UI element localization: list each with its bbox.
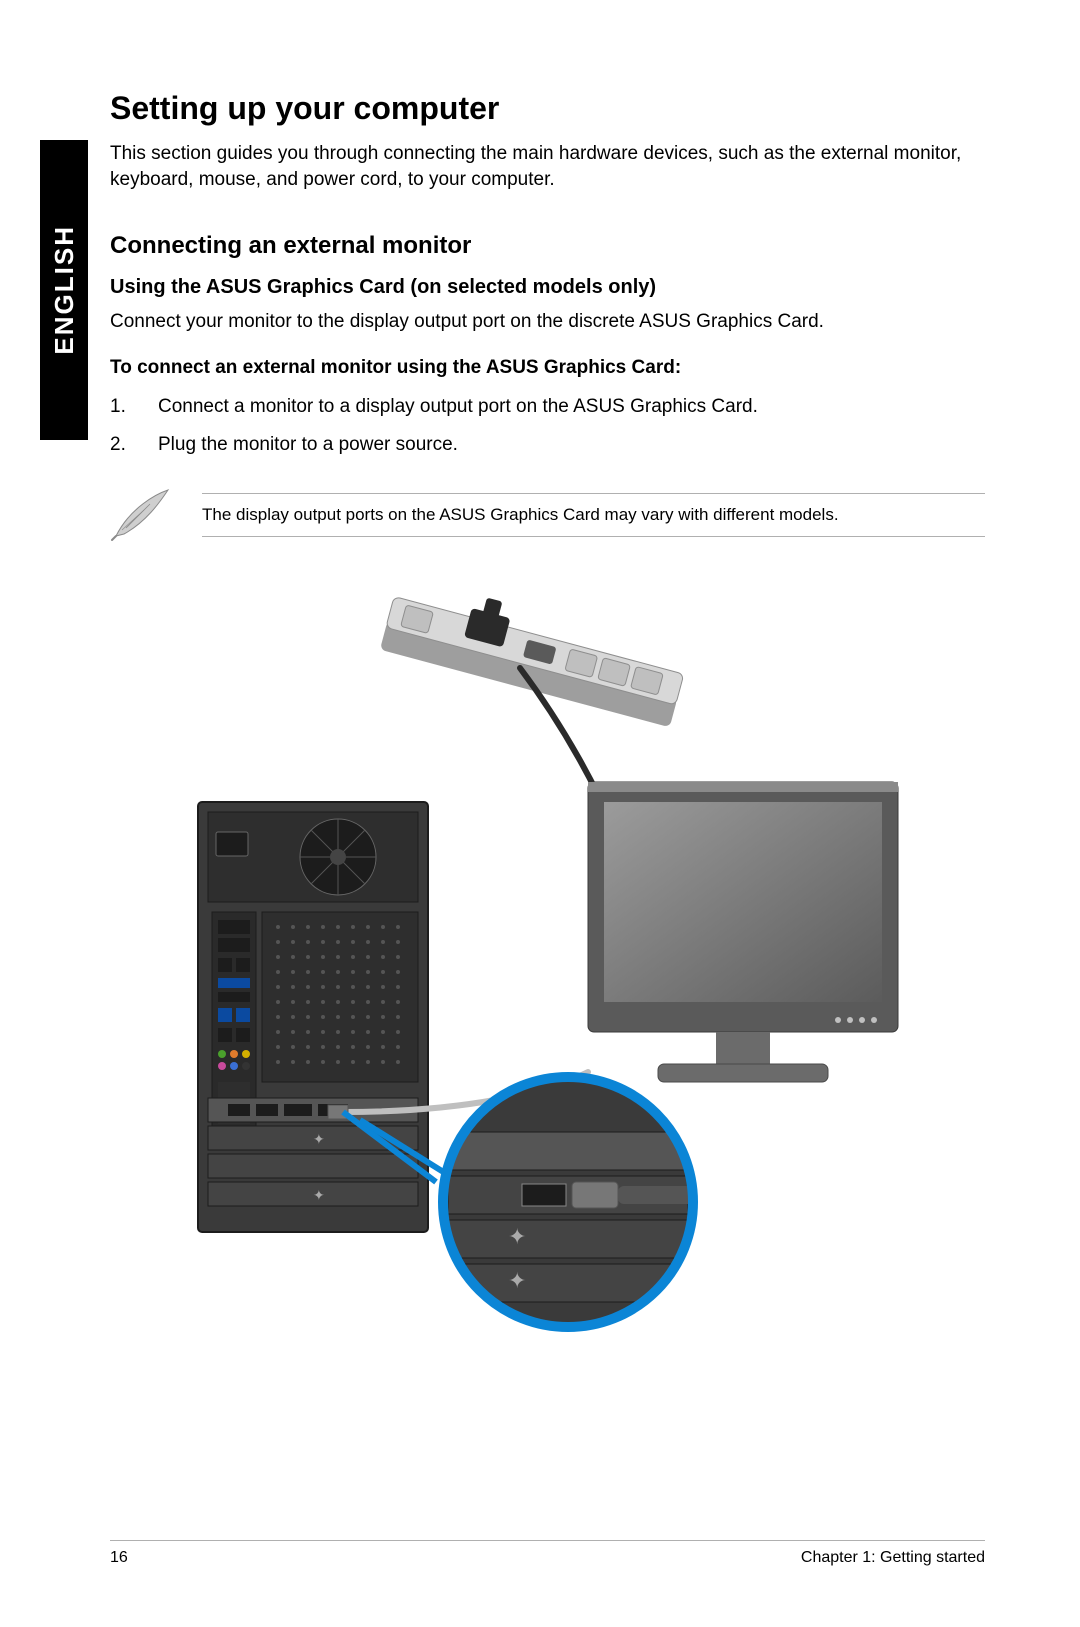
chapter-label: Chapter 1: Getting started bbox=[801, 1549, 985, 1567]
language-tab: ENGLISH bbox=[40, 140, 88, 440]
steps-list: Connect a monitor to a display output po… bbox=[110, 393, 985, 460]
svg-text:✦: ✦ bbox=[508, 1268, 526, 1293]
intro-text: This section guides you through connecti… bbox=[110, 141, 985, 192]
svg-text:✦: ✦ bbox=[313, 1131, 325, 1147]
page-title: Setting up your computer bbox=[110, 90, 985, 127]
note-block: The display output ports on the ASUS Gra… bbox=[110, 488, 985, 542]
page-footer: 16 Chapter 1: Getting started bbox=[110, 1540, 985, 1567]
language-tab-label: ENGLISH bbox=[49, 225, 80, 355]
procedure-heading: To connect an external monitor using the… bbox=[110, 357, 985, 379]
note-text: The display output ports on the ASUS Gra… bbox=[202, 493, 985, 537]
connection-illustration: ✦ ✦ bbox=[168, 572, 928, 1332]
svg-text:✦: ✦ bbox=[508, 1224, 526, 1249]
page-number: 16 bbox=[110, 1549, 128, 1567]
feather-icon bbox=[110, 488, 174, 542]
step-item: Plug the monitor to a power source. bbox=[110, 431, 985, 460]
subsection-body: Connect your monitor to the display outp… bbox=[110, 309, 985, 335]
subsection-heading: Using the ASUS Graphics Card (on selecte… bbox=[110, 276, 985, 299]
step-item: Connect a monitor to a display output po… bbox=[110, 393, 985, 422]
svg-text:✦: ✦ bbox=[313, 1187, 325, 1203]
section-heading: Connecting an external monitor bbox=[110, 232, 985, 260]
